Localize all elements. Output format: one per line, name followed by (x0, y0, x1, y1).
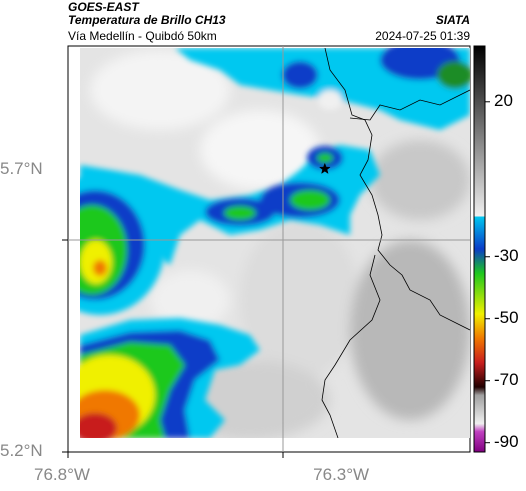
colorbar-tick-label: -50 (494, 307, 519, 327)
location-star-icon (318, 162, 331, 174)
colorbar-tick-label: -70 (494, 369, 519, 389)
product-title: Temperatura de Brillo CH13 (68, 13, 226, 27)
cloud-imagery (80, 48, 470, 438)
datetime-label: 2024-07-25 01:39 (375, 29, 470, 43)
region-label: Vía Medellín - Quibdó 50km (68, 29, 217, 43)
admin-borders (321, 48, 470, 438)
org-label: SIATA (435, 13, 470, 27)
lat-tick-label: 5.2°N (0, 441, 43, 460)
colorbar-tick-label: 20 (494, 90, 513, 110)
colorbar-ticks (485, 101, 490, 444)
colorbar-tick-label: -30 (494, 245, 519, 265)
satellite-title: GOES-EAST (68, 0, 139, 14)
lat-tick-label: 5.7°N (0, 159, 43, 179)
lon-tick-label: 76.8°W (34, 465, 90, 484)
lon-tick-label: 76.3°W (313, 465, 370, 484)
colorbar (473, 45, 486, 453)
colorbar-tick-label: -90 (494, 431, 519, 451)
